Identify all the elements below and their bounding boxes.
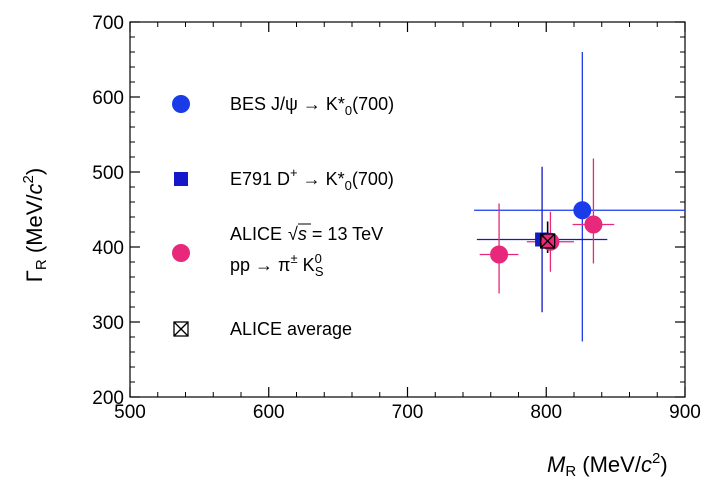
legend-marker-alice bbox=[172, 244, 190, 262]
data-point bbox=[584, 215, 603, 234]
y-tick-label: 200 bbox=[92, 388, 124, 409]
legend-label-alice-line1: ALICE √s = 13 TeV bbox=[230, 224, 383, 244]
legend: BES J/ψ → K*0(700) E791 D+ → K*0(700) AL… bbox=[172, 94, 394, 339]
data-markers bbox=[490, 201, 603, 264]
x-tick-label: 700 bbox=[392, 402, 424, 423]
x-tick-label: 500 bbox=[114, 402, 146, 423]
data-point-cross bbox=[540, 233, 556, 249]
legend-marker-average bbox=[173, 321, 189, 337]
x-tick-label: 600 bbox=[253, 402, 285, 423]
y-tick-label: 700 bbox=[92, 13, 124, 34]
data-point bbox=[539, 233, 556, 249]
y-tick-label: 500 bbox=[92, 163, 124, 184]
y-axis-title: ΓR (MeV/c2) bbox=[20, 168, 50, 282]
x-tick-label: 800 bbox=[530, 402, 562, 423]
data-point bbox=[573, 201, 592, 220]
legend-label-average: ALICE average bbox=[230, 319, 352, 339]
data-point bbox=[490, 245, 509, 264]
error-bars bbox=[474, 52, 685, 342]
legend-label-bes: BES J/ψ → K*0(700) bbox=[230, 94, 394, 118]
axis-ticks bbox=[129, 21, 686, 398]
x-tick-label: 900 bbox=[669, 402, 701, 423]
axis-tick-labels: 500 600 700 800 900 200 300 400 500 600 700 bbox=[92, 13, 701, 423]
y-tick-label: 600 bbox=[92, 88, 124, 109]
legend-label-alice-line2: pp → π± K0 S bbox=[230, 251, 324, 279]
x-axis-title: MR (MeV/c2) bbox=[547, 450, 668, 480]
y-tick-label: 300 bbox=[92, 313, 124, 334]
legend-label-e791: E791 D+ → K*0(700) bbox=[230, 165, 394, 193]
plot-frame bbox=[129, 21, 686, 398]
legend-marker-bes bbox=[172, 95, 190, 113]
y-tick-label: 400 bbox=[92, 238, 124, 259]
legend-marker-e791 bbox=[174, 172, 188, 186]
